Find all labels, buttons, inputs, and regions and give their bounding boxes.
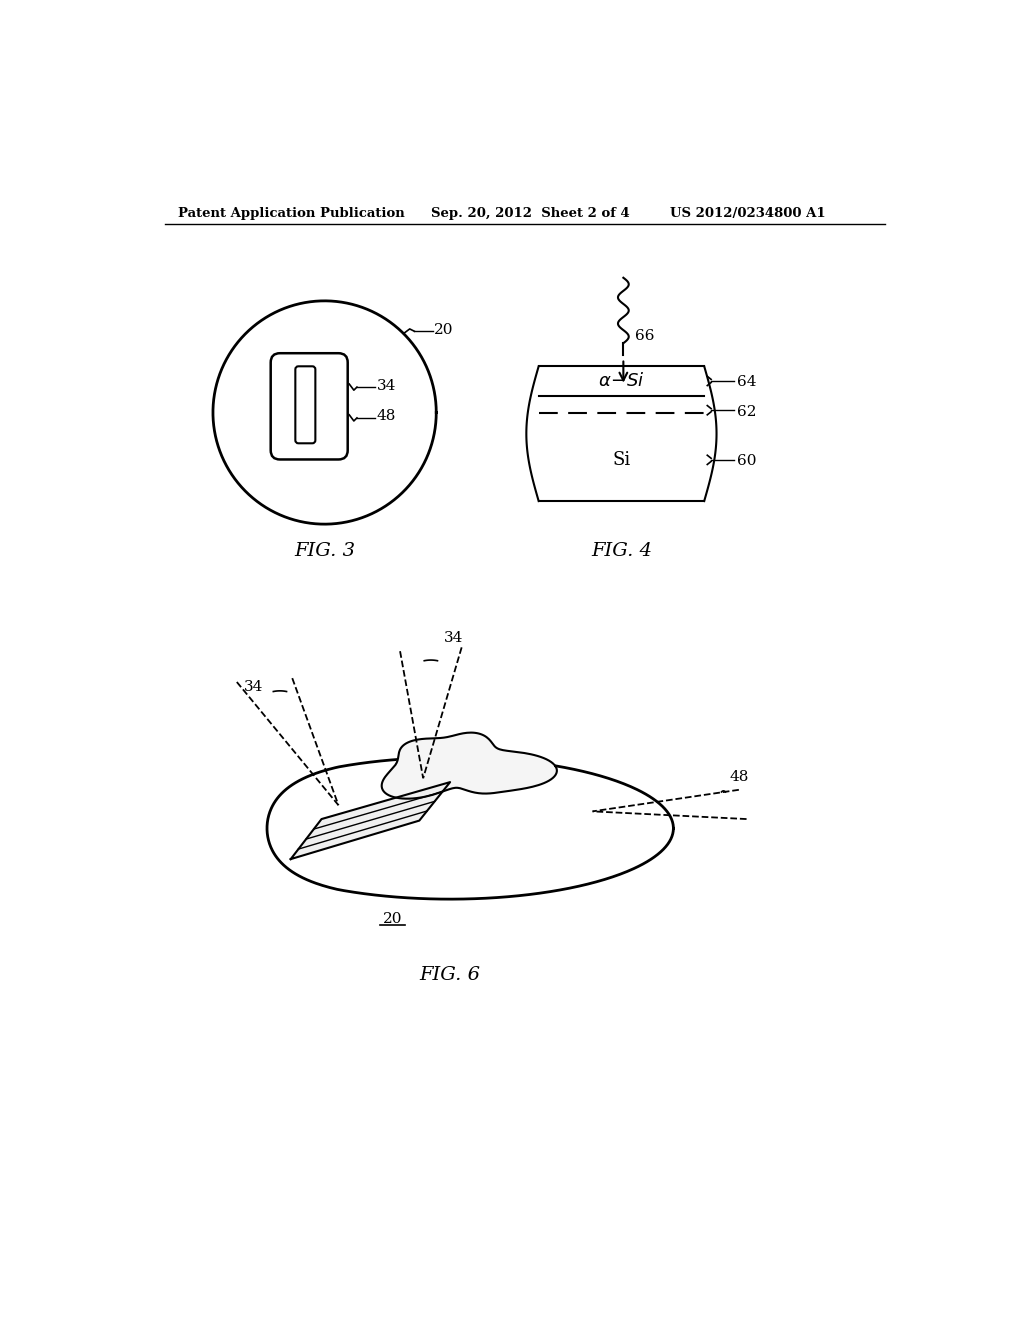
Text: 62: 62 xyxy=(736,405,756,418)
Text: $\alpha\!-\!Si$: $\alpha\!-\!Si$ xyxy=(598,372,645,389)
Text: 64: 64 xyxy=(736,375,756,389)
Text: 34: 34 xyxy=(244,680,263,694)
Text: 66: 66 xyxy=(635,329,654,342)
Text: FIG. 4: FIG. 4 xyxy=(591,543,652,560)
Text: Si: Si xyxy=(612,451,631,469)
Text: FIG. 6: FIG. 6 xyxy=(420,966,480,983)
Text: FIG. 3: FIG. 3 xyxy=(294,543,355,560)
Text: 60: 60 xyxy=(736,454,756,469)
Polygon shape xyxy=(291,781,451,859)
FancyBboxPatch shape xyxy=(295,367,315,444)
Text: 48: 48 xyxy=(729,771,749,784)
Text: 20: 20 xyxy=(383,912,402,927)
Polygon shape xyxy=(382,733,557,799)
Text: 34: 34 xyxy=(444,631,464,644)
Text: US 2012/0234800 A1: US 2012/0234800 A1 xyxy=(670,207,825,220)
FancyBboxPatch shape xyxy=(270,354,348,459)
Text: Sep. 20, 2012  Sheet 2 of 4: Sep. 20, 2012 Sheet 2 of 4 xyxy=(431,207,630,220)
Text: Patent Application Publication: Patent Application Publication xyxy=(178,207,406,220)
Text: 20: 20 xyxy=(434,322,454,337)
Text: 34: 34 xyxy=(377,379,396,392)
Text: 48: 48 xyxy=(377,409,396,424)
